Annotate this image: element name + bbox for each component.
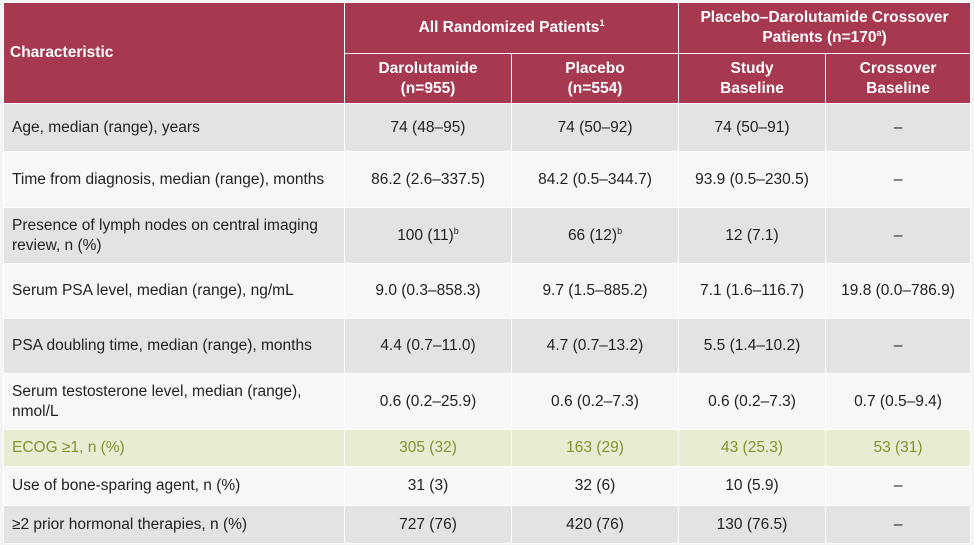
baseline-characteristics-table: Characteristic All Randomized Patients1 …	[3, 2, 972, 544]
cell-placebo: 4.7 (0.7–13.2)	[510, 318, 680, 374]
cell-darolutamide: 86.2 (2.6–337.5)	[344, 151, 512, 208]
cell-darolutamide: 74 (48–95)	[344, 103, 512, 152]
cell-study-baseline: 5.5 (1.4–10.2)	[678, 318, 827, 374]
row-label: Presence of lymph nodes on central imagi…	[3, 207, 345, 264]
cell-placebo: 66 (12)b	[510, 207, 680, 264]
cell-crossover-baseline: –	[825, 505, 972, 544]
cell-darolutamide: 305 (32)	[344, 429, 512, 467]
row-prior-hormonal-therapies: ≥2 prior hormonal therapies, n (%) 727 (…	[3, 505, 972, 544]
header-crossover-baseline: Crossover Baseline	[825, 53, 972, 104]
cell-study-baseline: 93.9 (0.5–230.5)	[678, 151, 827, 208]
cell-crossover-baseline: 19.8 (0.0–786.9)	[825, 263, 972, 319]
cell-placebo: 9.7 (1.5–885.2)	[510, 263, 680, 319]
row-serum-psa: Serum PSA level, median (range), ng/mL 9…	[3, 263, 972, 319]
row-time-from-diagnosis: Time from diagnosis, median (range), mon…	[3, 151, 972, 208]
cell-placebo: 0.6 (0.2–7.3)	[510, 373, 680, 430]
cell-study-baseline: 130 (76.5)	[678, 505, 827, 544]
cell-crossover-baseline: –	[825, 151, 972, 208]
cell-crossover-baseline: –	[825, 207, 972, 264]
cell-study-baseline: 74 (50–91)	[678, 103, 827, 152]
row-label: Serum PSA level, median (range), ng/mL	[3, 263, 345, 319]
cell-darolutamide: 100 (11)b	[344, 207, 512, 264]
cell-crossover-baseline: –	[825, 103, 972, 152]
row-psa-doubling-time: PSA doubling time, median (range), month…	[3, 318, 972, 374]
cell-study-baseline: 7.1 (1.6–116.7)	[678, 263, 827, 319]
cell-study-baseline: 10 (5.9)	[678, 466, 827, 506]
row-serum-testosterone: Serum testosterone level, median (range)…	[3, 373, 972, 430]
row-label: PSA doubling time, median (range), month…	[3, 318, 345, 374]
row-age: Age, median (range), years 74 (48–95) 74…	[3, 103, 972, 152]
cell-darolutamide: 4.4 (0.7–11.0)	[344, 318, 512, 374]
header-group-all-randomized: All Randomized Patients1	[343, 2, 680, 54]
cell-placebo: 420 (76)	[510, 505, 680, 544]
cell-crossover-baseline: –	[825, 466, 972, 506]
row-ecog-highlighted: ECOG ≥1, n (%) 305 (32) 163 (29) 43 (25.…	[3, 429, 972, 467]
cell-darolutamide: 0.6 (0.2–25.9)	[344, 373, 512, 430]
row-lymph-nodes: Presence of lymph nodes on central imagi…	[3, 207, 972, 264]
cell-placebo: 163 (29)	[510, 429, 680, 467]
cell-placebo: 32 (6)	[510, 466, 680, 506]
cell-darolutamide: 9.0 (0.3–858.3)	[344, 263, 512, 319]
header-group-crossover: Placebo–Darolutamide Crossover Patients …	[678, 2, 972, 54]
row-label: ECOG ≥1, n (%)	[3, 429, 345, 467]
cell-darolutamide: 727 (76)	[344, 505, 512, 544]
row-label: Age, median (range), years	[3, 103, 345, 152]
cell-study-baseline: 0.6 (0.2–7.3)	[678, 373, 827, 430]
cell-crossover-baseline: 53 (31)	[825, 429, 972, 467]
header-characteristic: Characteristic	[3, 2, 345, 104]
cell-study-baseline: 12 (7.1)	[678, 207, 827, 264]
header-darolutamide: Darolutamide (n=955)	[344, 53, 512, 104]
row-label: Time from diagnosis, median (range), mon…	[3, 151, 345, 208]
cell-placebo: 84.2 (0.5–344.7)	[510, 151, 680, 208]
row-label: Serum testosterone level, median (range)…	[3, 373, 345, 430]
cell-crossover-baseline: 0.7 (0.5–9.4)	[825, 373, 972, 430]
header-placebo: Placebo (n=554)	[510, 53, 680, 104]
row-bone-sparing-agent: Use of bone-sparing agent, n (%) 31 (3) …	[3, 466, 972, 506]
cell-placebo: 74 (50–92)	[510, 103, 680, 152]
row-label: ≥2 prior hormonal therapies, n (%)	[3, 505, 345, 544]
row-label: Use of bone-sparing agent, n (%)	[3, 466, 345, 506]
cell-crossover-baseline: –	[825, 318, 972, 374]
header-study-baseline: Study Baseline	[678, 53, 827, 104]
cell-study-baseline: 43 (25.3)	[678, 429, 827, 467]
cell-darolutamide: 31 (3)	[344, 466, 512, 506]
